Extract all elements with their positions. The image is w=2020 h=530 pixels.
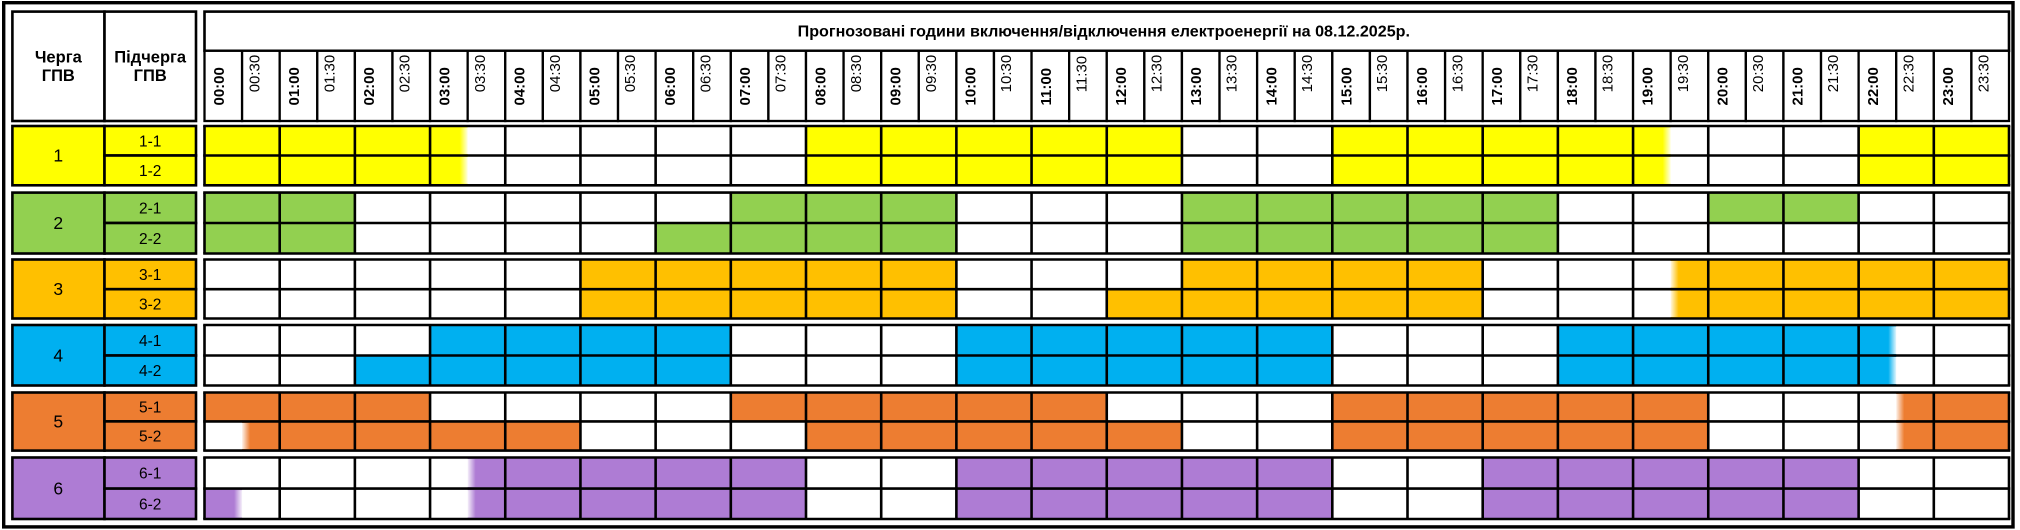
svg-text:02:30: 02:30	[397, 55, 414, 93]
svg-text:18:30: 18:30	[1600, 55, 1617, 93]
svg-text:23:00: 23:00	[1940, 67, 1957, 105]
svg-text:Черга: Черга	[35, 49, 83, 67]
svg-text:14:00: 14:00	[1263, 67, 1280, 105]
svg-text:5-1: 5-1	[139, 400, 161, 417]
svg-text:6-2: 6-2	[139, 496, 161, 513]
svg-text:08:00: 08:00	[812, 67, 829, 105]
svg-text:12:30: 12:30	[1149, 55, 1166, 93]
svg-text:5: 5	[53, 412, 63, 432]
svg-text:22:00: 22:00	[1865, 67, 1882, 105]
svg-text:04:30: 04:30	[547, 55, 564, 93]
svg-text:4: 4	[53, 345, 63, 365]
svg-text:19:00: 19:00	[1639, 67, 1656, 105]
svg-text:09:00: 09:00	[887, 67, 904, 105]
svg-text:00:00: 00:00	[211, 67, 228, 105]
svg-text:19:30: 19:30	[1675, 55, 1692, 93]
svg-text:20:00: 20:00	[1715, 67, 1732, 105]
svg-text:21:30: 21:30	[1825, 55, 1842, 93]
svg-text:16:30: 16:30	[1449, 55, 1466, 93]
svg-text:05:00: 05:00	[587, 67, 604, 105]
svg-text:20:30: 20:30	[1750, 55, 1767, 93]
svg-text:14:30: 14:30	[1299, 55, 1316, 93]
svg-text:09:30: 09:30	[923, 55, 940, 93]
svg-text:11:00: 11:00	[1038, 68, 1055, 106]
svg-text:08:30: 08:30	[848, 55, 865, 93]
svg-text:1-2: 1-2	[139, 163, 161, 180]
svg-text:21:00: 21:00	[1790, 67, 1807, 105]
svg-text:02:00: 02:00	[361, 67, 378, 105]
svg-text:1-1: 1-1	[139, 133, 161, 150]
svg-text:18:00: 18:00	[1564, 67, 1581, 105]
svg-text:Прогнозовані години включення/: Прогнозовані години включення/відключенн…	[798, 23, 1410, 41]
svg-text:2-2: 2-2	[139, 231, 161, 248]
svg-text:6: 6	[53, 478, 63, 498]
svg-text:07:30: 07:30	[773, 55, 790, 93]
svg-text:4-2: 4-2	[139, 363, 161, 380]
svg-text:2-1: 2-1	[139, 200, 161, 217]
svg-text:05:30: 05:30	[622, 55, 639, 93]
svg-text:3: 3	[53, 279, 63, 299]
svg-text:17:30: 17:30	[1524, 55, 1541, 93]
svg-text:11:30: 11:30	[1073, 56, 1090, 92]
svg-text:3-2: 3-2	[139, 296, 161, 313]
svg-text:15:00: 15:00	[1339, 67, 1356, 105]
svg-text:13:00: 13:00	[1188, 67, 1205, 105]
svg-text:01:00: 01:00	[286, 67, 303, 105]
svg-text:04:00: 04:00	[512, 67, 529, 105]
svg-text:ГПВ: ГПВ	[42, 67, 75, 85]
svg-text:00:30: 00:30	[246, 55, 263, 93]
svg-text:2: 2	[53, 213, 63, 233]
svg-text:4-1: 4-1	[139, 333, 161, 350]
svg-text:16:00: 16:00	[1414, 67, 1431, 105]
svg-text:15:30: 15:30	[1374, 55, 1391, 93]
svg-text:06:30: 06:30	[697, 55, 714, 93]
svg-text:1: 1	[53, 146, 63, 166]
svg-text:Підчерга: Підчерга	[114, 49, 187, 67]
svg-text:12:00: 12:00	[1113, 67, 1130, 105]
svg-text:01:30: 01:30	[321, 55, 338, 93]
svg-text:03:30: 03:30	[472, 55, 489, 93]
svg-text:13:30: 13:30	[1224, 55, 1241, 93]
svg-text:3-1: 3-1	[139, 267, 161, 284]
svg-text:22:30: 22:30	[1900, 55, 1917, 93]
svg-text:07:00: 07:00	[737, 67, 754, 105]
svg-text:10:00: 10:00	[963, 67, 980, 105]
svg-text:23:30: 23:30	[1976, 55, 1993, 93]
svg-text:06:00: 06:00	[662, 67, 679, 105]
svg-text:17:00: 17:00	[1489, 67, 1506, 105]
svg-text:5-2: 5-2	[139, 429, 161, 446]
svg-text:6-1: 6-1	[139, 466, 161, 483]
svg-text:ГПВ: ГПВ	[134, 67, 167, 85]
svg-text:10:30: 10:30	[998, 55, 1015, 93]
svg-text:03:00: 03:00	[436, 67, 453, 105]
